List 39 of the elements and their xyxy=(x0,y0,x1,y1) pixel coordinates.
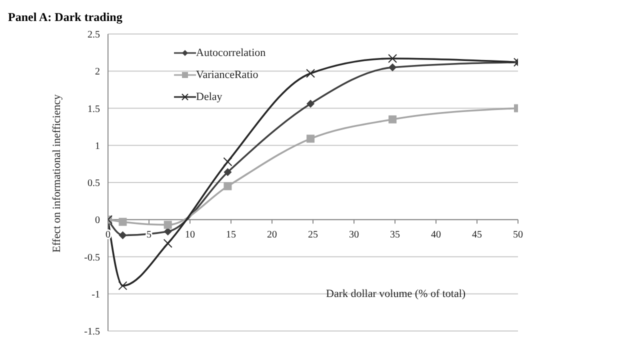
point xyxy=(306,100,315,108)
point xyxy=(223,157,232,166)
point xyxy=(224,168,232,176)
legend-label: VarianceRatio xyxy=(196,69,258,81)
y-tick-label: 0.5 xyxy=(88,178,100,190)
x-tick-label: 25 xyxy=(308,230,318,241)
x-tick-label: 35 xyxy=(390,230,400,241)
y-axis-title: Effect on informational inefficiency xyxy=(50,94,63,252)
x-tick-label: 45 xyxy=(472,230,482,241)
y-tick-label: -1 xyxy=(92,289,100,300)
point xyxy=(224,182,232,190)
x-tick-label: 40 xyxy=(431,230,441,241)
point xyxy=(118,281,128,290)
legend-label: Autocorrelation xyxy=(196,47,266,59)
chart-title: Panel A: Dark trading xyxy=(8,10,122,25)
point xyxy=(118,231,127,240)
point xyxy=(306,134,315,143)
point xyxy=(118,218,127,226)
x-tick-label: 30 xyxy=(349,230,359,241)
y-tick-label: 2 xyxy=(95,66,100,78)
point xyxy=(306,68,316,78)
point xyxy=(164,220,172,229)
y-tick-label: -0.5 xyxy=(84,252,100,264)
x-tick-label: 50 xyxy=(513,230,523,241)
point xyxy=(163,238,172,248)
y-tick-label: 0 xyxy=(95,215,100,226)
point xyxy=(164,228,172,236)
x-tick-label: 10 xyxy=(185,230,195,241)
point xyxy=(388,63,397,72)
y-tick-label: 2.5 xyxy=(88,30,100,41)
y-tick-label: 1 xyxy=(95,140,100,152)
x-tick-label: 20 xyxy=(267,230,277,241)
point xyxy=(388,115,397,124)
legend-label: Delay xyxy=(196,91,222,103)
point xyxy=(388,54,398,64)
x-tick-label: 15 xyxy=(226,230,236,241)
y-tick-label: 1.5 xyxy=(88,104,100,115)
y-tick-label: -1.5 xyxy=(84,326,100,338)
x-axis-title: Dark dollar volume (% of total) xyxy=(326,288,466,300)
